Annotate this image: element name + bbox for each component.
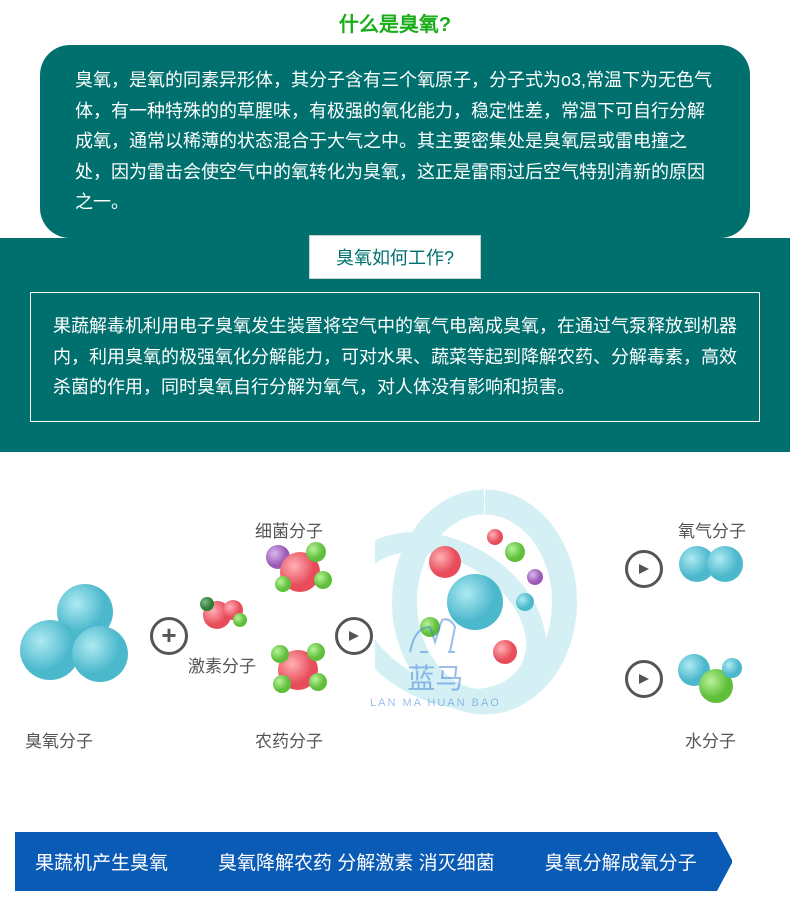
plus-icon: + <box>150 617 188 655</box>
water-molecule-icon <box>672 650 747 705</box>
water-label: 水分子 <box>685 727 736 752</box>
how-works-title: 臭氧如何工作? <box>309 235 481 279</box>
step-2: 臭氧降解农药 分解激素 消灭细菌 <box>188 832 515 891</box>
watermark: 蓝马 LAN MA HUAN BAO <box>370 602 501 709</box>
process-diagram: 臭氧分子 + 激素分子 细菌分子 农药分子 <box>0 482 790 822</box>
hormone-label: 激素分子 <box>188 652 256 677</box>
arrow-icon-1 <box>335 617 373 655</box>
oxygen-molecule-icon <box>675 542 750 587</box>
hormone-molecule-icon <box>195 590 250 635</box>
how-works-text: 果蔬解毒机利用电子臭氧发生装置将空气中的氧气电离成臭氧，在通过气泵释放到机器内，… <box>30 292 760 422</box>
bacteria-molecule-icon <box>258 532 338 602</box>
arrow-icon-2 <box>625 550 663 588</box>
bacteria-label: 细菌分子 <box>255 517 323 542</box>
process-steps: 果蔬机产生臭氧 臭氧降解农药 分解激素 消灭细菌 臭氧分解成氧分子 <box>0 822 790 916</box>
step-3: 臭氧分解成氧分子 <box>515 832 717 891</box>
ozone-description: 臭氧，是氧的同素异形体，其分子含有三个氧原子，分子式为o3,常温下为无色气体，有… <box>40 45 750 238</box>
oxygen-label: 氧气分子 <box>678 517 746 542</box>
how-works-section: 臭氧如何工作? 果蔬解毒机利用电子臭氧发生装置将空气中的氧气电离成臭氧，在通过气… <box>0 238 790 452</box>
pesticide-molecule-icon <box>260 632 335 702</box>
pesticide-label: 农药分子 <box>255 727 323 752</box>
what-is-ozone-title: 什么是臭氧? <box>0 0 790 45</box>
ozone-molecule-icon <box>15 582 135 692</box>
step-1: 果蔬机产生臭氧 <box>15 832 188 891</box>
arrow-icon-3 <box>625 660 663 698</box>
ozone-label: 臭氧分子 <box>25 727 93 752</box>
